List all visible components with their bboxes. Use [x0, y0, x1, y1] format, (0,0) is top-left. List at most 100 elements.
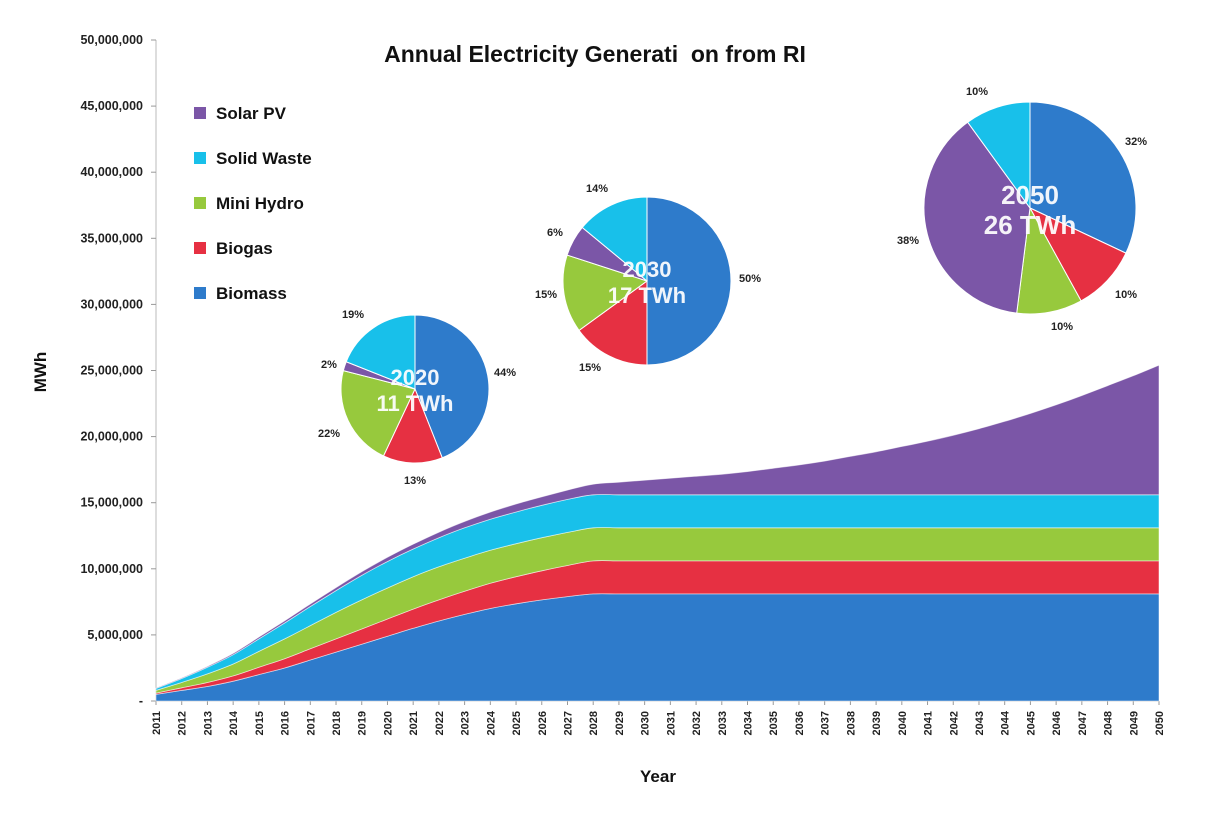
- chart-title: Annual Electricity Generati on from RI: [384, 41, 806, 67]
- legend-label-solid-waste: Solid Waste: [216, 149, 312, 168]
- x-tick-label: 2045: [1025, 711, 1037, 735]
- pie-2030-slice-biogas: [578, 280, 648, 366]
- x-tick-label: 2038: [845, 711, 857, 735]
- pie-2020-total: 11 TWh: [376, 391, 453, 416]
- x-tick-label: 2046: [1051, 711, 1063, 735]
- y-tick-label: 10,000,000: [80, 562, 143, 576]
- pie-2050-total: 26 TWh: [984, 210, 1076, 240]
- legend-label-solar-pv: Solar PV: [216, 104, 287, 123]
- y-tick-label: 25,000,000: [80, 364, 143, 378]
- x-tick-label: 2044: [1000, 710, 1012, 735]
- pie-2020-label-biomass: 44%: [494, 367, 516, 379]
- x-tick-label: 2011: [151, 711, 163, 735]
- x-axis-label: Year: [640, 767, 676, 786]
- pie-2050-label-solid-waste: 10%: [966, 86, 988, 98]
- pie-2020-label-solar-pv: 2%: [321, 359, 337, 371]
- x-tick-label: 2036: [794, 711, 806, 735]
- pie-2050-label-solar-pv: 38%: [897, 235, 919, 247]
- y-tick-label: 35,000,000: [80, 231, 143, 245]
- pie-2020-slice-mini-hydro: [340, 369, 416, 457]
- x-tick-label: 2019: [357, 711, 369, 735]
- x-tick-label: 2041: [923, 711, 935, 735]
- pie-2050-label-mini-hydro: 10%: [1051, 321, 1073, 333]
- x-tick-label: 2012: [177, 711, 189, 735]
- y-axis-label: MWh: [31, 352, 50, 393]
- legend-label-mini-hydro: Mini Hydro: [216, 194, 304, 213]
- pie-2020-slice-solid-waste: [345, 314, 416, 390]
- y-tick-label: 45,000,000: [80, 99, 143, 113]
- pie-2020-slice-biomass: [414, 314, 490, 459]
- x-tick-label: 2048: [1103, 711, 1115, 735]
- pie-2020-label-biogas: 13%: [404, 475, 426, 487]
- pie-2030-total: 17 TWh: [608, 283, 686, 308]
- legend-swatch-mini-hydro: [194, 197, 206, 209]
- pie-2050-label-biomass: 32%: [1125, 136, 1147, 148]
- x-tick-label: 2023: [460, 711, 472, 735]
- legend-label-biogas: Biogas: [216, 239, 273, 258]
- x-tick-label: 2037: [820, 711, 832, 735]
- x-tick-label: 2049: [1128, 711, 1140, 735]
- x-tick-label: 2024: [485, 710, 497, 735]
- pie-2050-label-biogas: 10%: [1115, 289, 1137, 301]
- x-tick-label: 2025: [511, 711, 523, 735]
- x-tick-label: 2021: [408, 711, 420, 735]
- x-tick-label: 2039: [871, 711, 883, 735]
- pie-2030-label-biogas: 15%: [579, 362, 601, 374]
- pie-2030-label-solid-waste: 14%: [586, 183, 608, 195]
- legend-swatch-solid-waste: [194, 152, 206, 164]
- x-tick-label: 2016: [280, 711, 292, 735]
- x-tick-label: 2018: [331, 711, 343, 735]
- pie-2030-label-mini-hydro: 15%: [535, 289, 557, 301]
- x-tick-label: 2028: [588, 711, 600, 735]
- pie-2030-year: 2030: [623, 257, 672, 282]
- pie-2030-label-biomass: 50%: [739, 273, 761, 285]
- x-tick-label: 2022: [434, 711, 446, 735]
- legend-swatch-biomass: [194, 287, 206, 299]
- legend-swatch-biogas: [194, 242, 206, 254]
- x-tick-label: 2034: [743, 710, 755, 735]
- y-tick-label: 20,000,000: [80, 430, 143, 444]
- x-tick-label: 2047: [1077, 711, 1089, 735]
- area-solar-pv: [155, 364, 1160, 689]
- y-tick-label: 30,000,000: [80, 297, 143, 311]
- x-tick-label: 2020: [382, 711, 394, 735]
- y-tick-label: 50,000,000: [80, 33, 143, 47]
- x-tick-label: 2033: [717, 711, 729, 735]
- pie-2050-slice-biomass: [1029, 101, 1137, 254]
- x-tick-label: 2015: [254, 711, 266, 735]
- x-tick-label: 2040: [897, 711, 909, 735]
- x-tick-label: 2017: [305, 711, 317, 735]
- y-tick-label: 15,000,000: [80, 496, 143, 510]
- pie-2030-slice-biomass: [646, 196, 732, 366]
- pie-2050-slice-solid-waste: [966, 101, 1031, 210]
- pie-2050-year: 2050: [1001, 180, 1059, 210]
- legend-label-biomass: Biomass: [216, 284, 287, 303]
- pie-2030-slice-mini-hydro: [562, 254, 649, 332]
- x-tick-label: 2032: [691, 711, 703, 735]
- x-tick-label: 2043: [974, 711, 986, 735]
- x-tick-label: 2026: [537, 711, 549, 735]
- y-tick-label: -: [139, 694, 143, 708]
- x-tick-label: 2029: [614, 711, 626, 735]
- x-tick-label: 2031: [665, 711, 677, 735]
- x-tick-label: 2030: [640, 711, 652, 735]
- y-tick-label: 5,000,000: [87, 628, 143, 642]
- pie-2030-slice-solid-waste: [581, 196, 648, 283]
- x-tick-label: 2035: [768, 711, 780, 735]
- x-tick-label: 2014: [228, 710, 240, 735]
- legend-swatch-solar-pv: [194, 107, 206, 119]
- x-tick-label: 2042: [948, 711, 960, 735]
- x-tick-label: 2027: [562, 711, 574, 735]
- y-tick-label: 40,000,000: [80, 165, 143, 179]
- legend: Solar PV Solid Waste Mini Hydro Biogas Bioma…: [194, 104, 312, 303]
- pie-2020-year: 2020: [391, 365, 440, 390]
- pie-2020-label-mini-hydro: 22%: [318, 428, 340, 440]
- pie-2050-slice-solar-pv: [923, 121, 1031, 314]
- tick-labels: - 5,000,000 10,000,000 15,000,000 20,000,000…: [80, 33, 1166, 735]
